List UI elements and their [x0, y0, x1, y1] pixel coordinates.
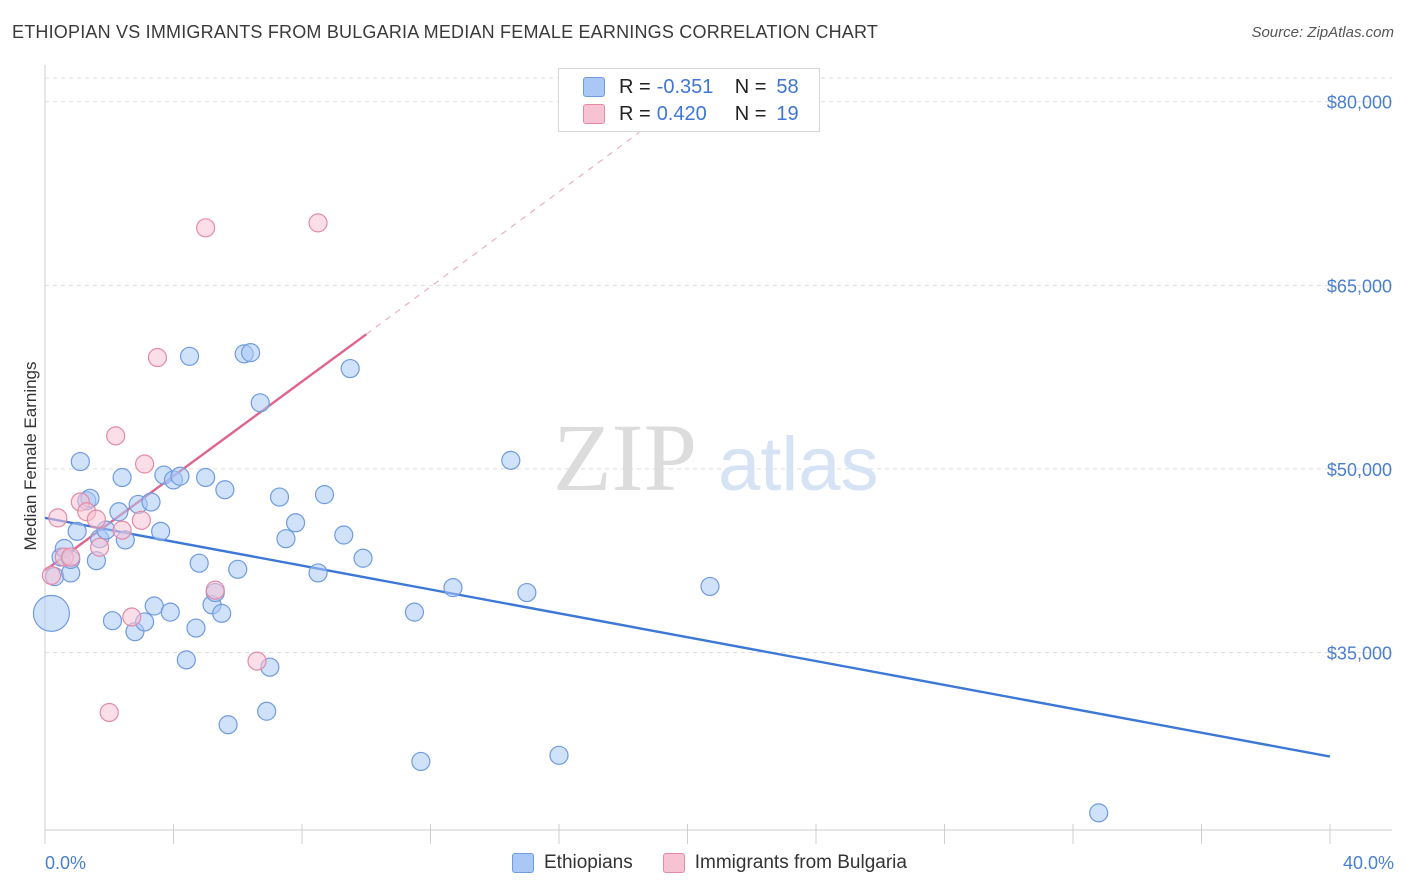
point-ethiopians — [102, 611, 123, 631]
legend-r-label: R = — [619, 75, 651, 98]
point-ethiopians — [257, 701, 277, 721]
point-ethiopians — [141, 492, 161, 512]
legend-n-label: N = — [734, 75, 767, 98]
point-bulgaria — [122, 607, 142, 627]
point-bulgaria — [205, 580, 225, 600]
legend-swatch-bulgaria — [583, 104, 605, 124]
watermark: ZIP atlas — [553, 404, 879, 511]
point-ethiopians — [176, 650, 196, 670]
point-bulgaria — [90, 537, 110, 557]
x-tick-label-min: 0.0% — [45, 853, 86, 873]
point-ethiopians — [308, 563, 328, 583]
point-ethiopians — [109, 502, 129, 522]
point-ethiopians — [443, 578, 463, 598]
legend-n-value: 19 — [776, 102, 799, 125]
data-points — [32, 213, 1109, 823]
point-ethiopians — [501, 450, 521, 470]
point-ethiopians — [1089, 803, 1109, 823]
correlation-legend: R = -0.351 N = 58 R = 0.420 N = 19 — [558, 68, 820, 132]
point-bulgaria — [48, 508, 68, 528]
y-tick-label: $50,000 — [1327, 460, 1392, 480]
legend-item-ethiopians[interactable]: Ethiopians — [512, 852, 633, 874]
chart-title: ETHIOPIAN VS IMMIGRANTS FROM BULGARIA ME… — [12, 22, 879, 42]
x-tick-label-max: 40.0% — [1343, 853, 1394, 873]
point-ethiopians — [334, 525, 354, 545]
point-ethiopians — [67, 521, 87, 541]
axes — [44, 65, 1392, 844]
point-ethiopians — [353, 548, 373, 568]
legend-n-value: 58 — [776, 75, 799, 98]
trend-line-ethiopians — [44, 516, 1331, 758]
point-bulgaria — [41, 565, 62, 586]
point-ethiopians — [411, 751, 431, 772]
point-bulgaria — [308, 213, 328, 233]
point-bulgaria — [134, 454, 155, 474]
point-ethiopians — [215, 480, 235, 500]
point-bulgaria — [99, 702, 119, 723]
legend-n-label: N = — [734, 102, 767, 125]
point-ethiopians — [314, 485, 335, 505]
legend-r-value: 0.420 — [656, 102, 707, 125]
point-ethiopians — [112, 467, 132, 488]
legend-r-label: R = — [619, 102, 651, 125]
point-ethiopians — [276, 529, 296, 549]
point-bulgaria — [106, 426, 126, 446]
point-ethiopians — [32, 594, 71, 632]
legend-label-bulgaria: Immigrants from Bulgaria — [694, 852, 907, 873]
point-bulgaria — [131, 510, 151, 530]
point-ethiopians — [228, 559, 248, 579]
grid-lines — [45, 77, 1392, 654]
legend-swatch-ethiopians — [512, 853, 534, 873]
point-ethiopians — [285, 513, 306, 533]
watermark-zip: ZIP — [553, 404, 697, 511]
legend-row-bulgaria: R = 0.420 N = 19 — [583, 101, 799, 127]
source-label: Source: ZipAtlas.com — [1251, 24, 1394, 41]
point-ethiopians — [144, 596, 164, 616]
legend-item-bulgaria[interactable]: Immigrants from Bulgaria — [662, 852, 907, 874]
point-bulgaria — [61, 547, 81, 567]
point-ethiopians — [700, 576, 720, 597]
point-ethiopians — [70, 451, 90, 472]
y-axis-label: Median Female Earnings — [21, 362, 40, 551]
point-ethiopians — [212, 603, 232, 623]
trend-extension-bulgaria — [365, 131, 640, 335]
y-tick-label: $35,000 — [1327, 644, 1392, 664]
point-bulgaria — [147, 347, 168, 368]
point-ethiopians — [196, 467, 216, 488]
point-ethiopians — [549, 745, 569, 765]
y-tick-label: $65,000 — [1327, 276, 1392, 296]
point-ethiopians — [250, 393, 270, 413]
tick-labels: $35,000 $50,000 $65,000 $80,000 0.0% 40.0% — [45, 93, 1394, 873]
point-ethiopians — [517, 582, 537, 603]
legend-swatch-ethiopians — [583, 77, 605, 97]
point-ethiopians — [340, 358, 360, 379]
point-ethiopians — [218, 715, 238, 735]
point-ethiopians — [404, 602, 425, 622]
legend-r-value: -0.351 — [656, 75, 714, 98]
y-tick-label: $80,000 — [1327, 93, 1392, 113]
watermark-atlas: atlas — [718, 422, 879, 507]
point-ethiopians — [160, 602, 180, 622]
series-legend: Ethiopians Immigrants from Bulgaria — [512, 852, 937, 874]
point-ethiopians — [241, 343, 261, 363]
point-bulgaria — [247, 651, 267, 671]
legend-row-ethiopians: R = -0.351 N = 58 — [583, 74, 799, 100]
point-bulgaria — [86, 509, 107, 529]
point-ethiopians — [269, 487, 290, 507]
point-bulgaria — [196, 218, 216, 238]
point-ethiopians — [151, 521, 171, 541]
point-bulgaria — [112, 520, 132, 540]
point-ethiopians — [186, 618, 206, 638]
legend-label-ethiopians: Ethiopians — [544, 852, 633, 873]
point-ethiopians — [170, 466, 190, 486]
point-ethiopians — [189, 553, 209, 573]
point-ethiopians — [179, 346, 200, 366]
legend-swatch-bulgaria — [662, 853, 685, 873]
